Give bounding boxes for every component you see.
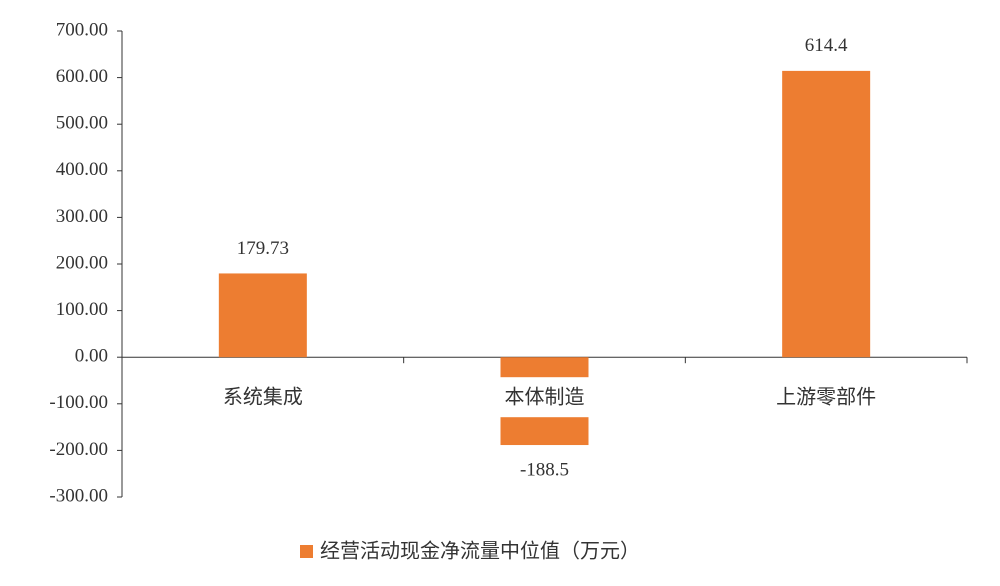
y-tick-label: -300.00 bbox=[49, 485, 108, 506]
x-tick-label: 系统集成 bbox=[223, 385, 303, 409]
data-label: -188.5 bbox=[520, 459, 569, 480]
y-tick-label: 100.00 bbox=[56, 299, 108, 320]
label-bg bbox=[776, 377, 877, 418]
bar bbox=[218, 273, 307, 358]
y-tick-label: 300.00 bbox=[56, 206, 108, 227]
bar bbox=[782, 70, 871, 358]
y-tick-label: 700.00 bbox=[56, 19, 108, 40]
y-tick-label: 0.00 bbox=[75, 346, 108, 367]
y-tick-label: -200.00 bbox=[49, 439, 108, 460]
x-tick-label: 本体制造 bbox=[505, 385, 585, 409]
y-tick-label: 400.00 bbox=[56, 159, 108, 180]
legend-label: 经营活动现金净流量中位值（万元） bbox=[320, 539, 640, 563]
y-tick-label: 500.00 bbox=[56, 113, 108, 134]
legend-swatch bbox=[300, 545, 313, 558]
y-tick-label: 200.00 bbox=[56, 252, 108, 273]
data-label: 614.4 bbox=[805, 35, 848, 56]
label-bg bbox=[494, 377, 595, 418]
label-bg bbox=[212, 377, 313, 418]
y-tick-label: 600.00 bbox=[56, 66, 108, 87]
y-tick-label: -100.00 bbox=[49, 392, 108, 413]
x-tick-label: 上游零部件 bbox=[776, 385, 876, 409]
data-label: 179.73 bbox=[237, 238, 289, 259]
